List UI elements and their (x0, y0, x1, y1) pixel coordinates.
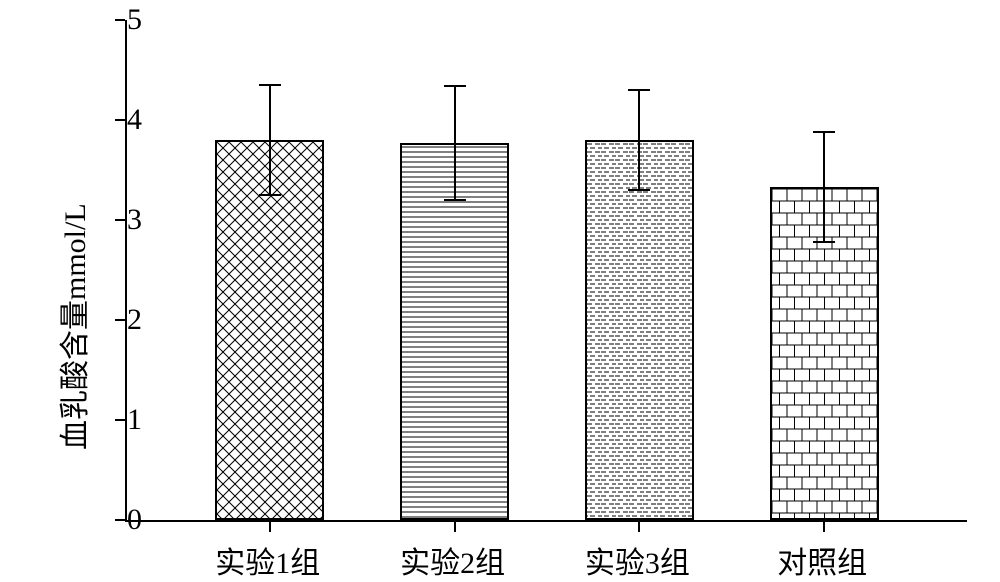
error-bar (823, 132, 825, 242)
x-tick (269, 522, 271, 532)
error-cap (813, 241, 835, 243)
x-tick (823, 522, 825, 532)
chart-container: 血乳酸含量mmol/L 0 1 2 3 4 5 实验1组 实验2组 实验3组 对照组 (0, 0, 1000, 579)
x-tick-label: 实验2组 (400, 538, 505, 582)
bar (585, 140, 694, 520)
error-cap (813, 131, 835, 133)
y-tick-label: 3 (102, 205, 142, 235)
x-tick (638, 522, 640, 532)
error-cap (259, 194, 281, 196)
error-cap (444, 199, 466, 201)
y-tick-label: 4 (102, 105, 142, 135)
error-bar (269, 85, 271, 195)
error-bar (638, 90, 640, 190)
y-tick-label: 5 (102, 5, 142, 35)
plot-area (125, 20, 967, 522)
x-tick-label: 实验3组 (585, 538, 690, 582)
x-tick (454, 522, 456, 532)
error-cap (628, 89, 650, 91)
error-bar (454, 86, 456, 200)
error-cap (628, 189, 650, 191)
error-cap (444, 85, 466, 87)
x-tick-label: 实验1组 (215, 538, 320, 582)
y-tick-label: 0 (102, 505, 142, 535)
y-axis-label: 血乳酸含量mmol/L (50, 203, 94, 450)
y-tick-label: 2 (102, 305, 142, 335)
bar (215, 140, 324, 520)
x-tick-label: 对照组 (777, 538, 867, 582)
y-tick-label: 1 (102, 405, 142, 435)
error-cap (259, 84, 281, 86)
